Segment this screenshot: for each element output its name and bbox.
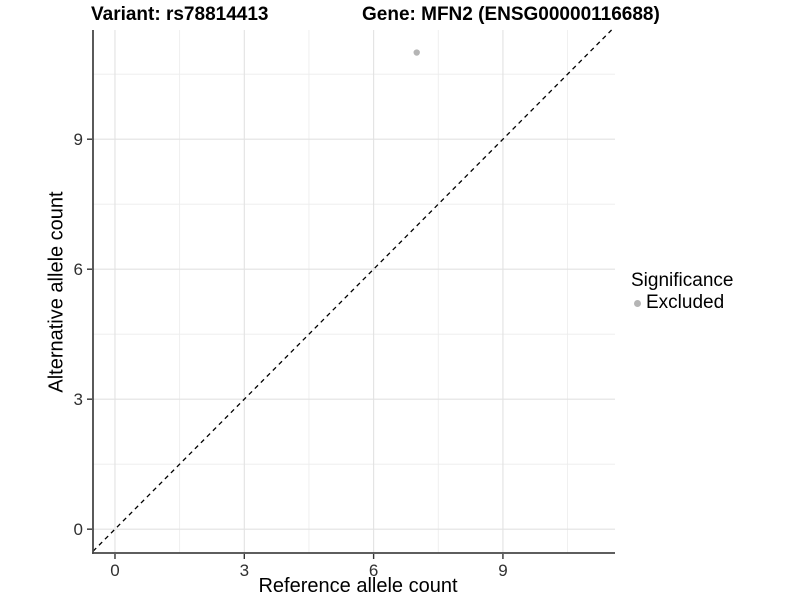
x-tick-label: 6: [369, 561, 378, 580]
y-axis-title: Alternative allele count: [45, 191, 68, 393]
x-tick-label: 0: [110, 561, 119, 580]
x-tick-label: 9: [498, 561, 507, 580]
plot-title-gene: Gene: MFN2 (ENSG00000116688): [362, 4, 660, 25]
y-tick-label: 9: [74, 130, 83, 149]
legend-entry-excluded: Excluded: [631, 292, 733, 314]
excluded-point-icon: [634, 299, 641, 307]
legend: Significance Excluded: [631, 269, 733, 314]
identity-line: [92, 29, 613, 552]
y-tick-label: 6: [74, 260, 83, 279]
legend-entry-label: Excluded: [646, 292, 725, 313]
legend-title: Significance: [631, 270, 734, 291]
x-tick-label: 3: [240, 561, 249, 580]
plot-title-variant: Variant: rs78814413: [91, 4, 269, 25]
plot-panel: [93, 30, 615, 553]
y-tick-label: 0: [74, 520, 83, 539]
y-tick-label: 3: [74, 390, 83, 409]
x-axis-title: Reference allele count: [258, 575, 458, 597]
data-point: [413, 49, 420, 56]
